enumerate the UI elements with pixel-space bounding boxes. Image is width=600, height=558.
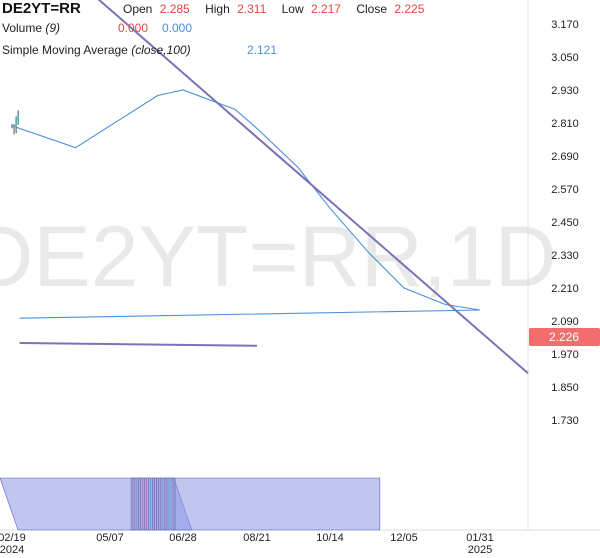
price-tick-label: 2.330 bbox=[551, 250, 579, 262]
open-label: Open bbox=[123, 2, 153, 16]
candle-down bbox=[11, 125, 13, 127]
close-label: Close bbox=[356, 2, 388, 16]
time-tick-label: 08/21 bbox=[243, 532, 271, 544]
volume-value-2: 0.000 bbox=[162, 21, 193, 35]
open-value: 2.285 bbox=[159, 2, 190, 16]
candle-up bbox=[17, 115, 19, 123]
price-axis[interactable]: 3.170 3.050 2.930 2.810 2.690 2.570 2.450 2.330… bbox=[551, 19, 579, 427]
overlays bbox=[11, 0, 529, 375]
volume-label: Volume bbox=[2, 21, 43, 35]
high-value: 2.311 bbox=[237, 2, 267, 16]
symbol-title[interactable]: DE2YT=RR bbox=[2, 0, 81, 17]
price-tick-label: 3.170 bbox=[551, 19, 579, 31]
volume-param: (9) bbox=[45, 21, 61, 35]
price-tick-label: 2.690 bbox=[551, 151, 579, 163]
close-value: 2.225 bbox=[394, 2, 425, 16]
sma-legend[interactable]: Simple Moving Average (close,100) bbox=[2, 43, 191, 57]
time-tick-label: 06/28 bbox=[169, 532, 197, 544]
time-tick-label: 02/19 bbox=[0, 532, 26, 544]
time-tick-label: 01/31 bbox=[466, 532, 494, 544]
time-tick-label: 10/14 bbox=[316, 532, 344, 544]
price-tick-label: 2.210 bbox=[551, 283, 579, 295]
sma-value: 2.121 bbox=[247, 43, 278, 57]
price-tick-label: 2.570 bbox=[551, 184, 579, 196]
candles bbox=[11, 110, 19, 135]
price-tick-label: 2.810 bbox=[551, 118, 579, 130]
last-price-tag-label: 2.226 bbox=[549, 330, 579, 344]
volume-area bbox=[0, 477, 381, 531]
sma-param: (close,100) bbox=[131, 43, 191, 57]
high-label: High bbox=[205, 2, 230, 16]
candle-up bbox=[13, 124, 15, 126]
price-tick-label: 2.090 bbox=[551, 316, 579, 328]
price-tick-label: 1.850 bbox=[551, 382, 579, 394]
last-price-tag: 2.226 bbox=[529, 328, 600, 346]
time-tick-label: 12/05 bbox=[390, 532, 418, 544]
sma-100-line bbox=[11, 89, 481, 319]
candle-up bbox=[15, 119, 17, 126]
last-price-tag-bg bbox=[529, 328, 600, 346]
ohlc-row: Open 2.285 High 2.311 Low 2.217 Close 2.… bbox=[123, 2, 424, 16]
volume-value-1: 0.000 bbox=[118, 21, 149, 35]
resistance-trendline[interactable] bbox=[92, 0, 529, 375]
time-tick-label: 05/07 bbox=[96, 532, 124, 544]
time-tick-year: 2024 bbox=[0, 544, 24, 556]
price-tick-label: 1.730 bbox=[551, 415, 579, 427]
price-tick-label: 2.930 bbox=[551, 85, 579, 97]
volume-legend[interactable]: Volume (9) bbox=[2, 21, 60, 35]
volume-panel bbox=[0, 477, 381, 531]
sma-label: Simple Moving Average bbox=[2, 43, 128, 57]
watermark: DE2YT=RR,1D bbox=[0, 209, 557, 305]
price-tick-label: 3.050 bbox=[551, 52, 579, 64]
low-label: Low bbox=[281, 2, 304, 16]
low-value: 2.217 bbox=[310, 2, 341, 16]
support-trendline[interactable] bbox=[19, 342, 258, 347]
price-tick-label: 1.970 bbox=[551, 349, 579, 361]
time-tick-year: 2025 bbox=[468, 544, 492, 556]
price-tick-label: 2.450 bbox=[551, 217, 579, 229]
